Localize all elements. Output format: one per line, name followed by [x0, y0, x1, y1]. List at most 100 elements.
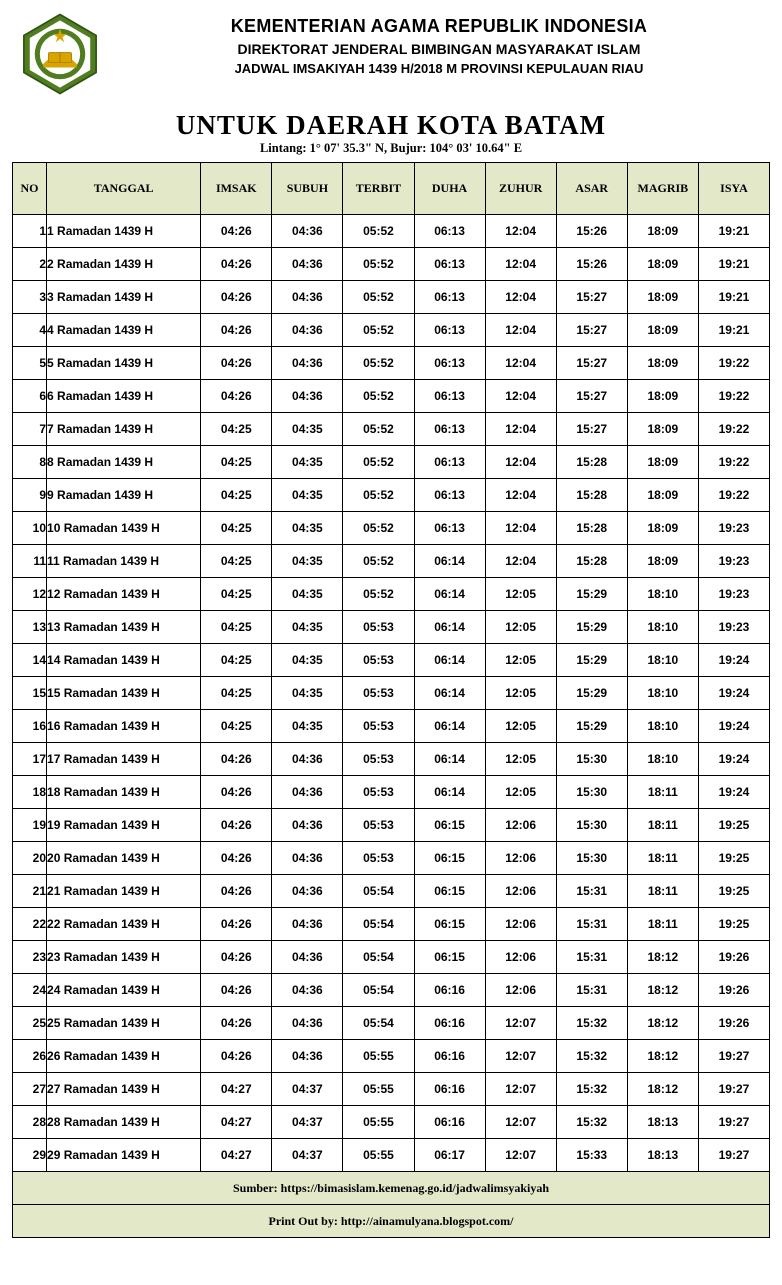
cell-date: 27 Ramadan 1439 H: [47, 1073, 201, 1106]
cell-time: 04:25: [201, 710, 272, 743]
cell-date: 15 Ramadan 1439 H: [47, 677, 201, 710]
cell-no: 23: [13, 941, 47, 974]
table-row: 33 Ramadan 1439 H04:2604:3605:5206:1312:…: [13, 281, 770, 314]
cell-time: 05:52: [343, 380, 414, 413]
cell-date: 28 Ramadan 1439 H: [47, 1106, 201, 1139]
cell-time: 06:14: [414, 677, 485, 710]
cell-time: 06:16: [414, 1073, 485, 1106]
cell-time: 04:36: [272, 974, 343, 1007]
cell-no: 27: [13, 1073, 47, 1106]
cell-time: 05:52: [343, 347, 414, 380]
imsakiyah-table: NOTANGGALIMSAKSUBUHTERBITDUHAZUHURASARMA…: [12, 162, 770, 1238]
col-header: IMSAK: [201, 163, 272, 215]
page-header: KEMENTERIAN AGAMA REPUBLIK INDONESIA DIR…: [12, 12, 770, 100]
cell-time: 12:04: [485, 512, 556, 545]
cell-no: 15: [13, 677, 47, 710]
cell-time: 15:28: [556, 545, 627, 578]
cell-time: 04:36: [272, 1007, 343, 1040]
cell-time: 05:53: [343, 710, 414, 743]
cell-time: 15:30: [556, 743, 627, 776]
directorate-title: DIREKTORAT JENDERAL BIMBINGAN MASYARAKAT…: [114, 41, 764, 57]
cell-no: 22: [13, 908, 47, 941]
cell-time: 04:25: [201, 512, 272, 545]
cell-time: 04:36: [272, 776, 343, 809]
cell-date: 7 Ramadan 1439 H: [47, 413, 201, 446]
cell-time: 18:09: [627, 215, 698, 248]
cell-no: 17: [13, 743, 47, 776]
table-row: 11 Ramadan 1439 H04:2604:3605:5206:1312:…: [13, 215, 770, 248]
cell-time: 04:36: [272, 842, 343, 875]
cell-time: 06:14: [414, 578, 485, 611]
table-row: 2828 Ramadan 1439 H04:2704:3705:5506:161…: [13, 1106, 770, 1139]
cell-time: 12:05: [485, 710, 556, 743]
cell-time: 12:04: [485, 281, 556, 314]
cell-time: 05:53: [343, 809, 414, 842]
cell-date: 13 Ramadan 1439 H: [47, 611, 201, 644]
cell-time: 06:16: [414, 1007, 485, 1040]
footer-printout: Print Out by: http://ainamulyana.blogspo…: [13, 1205, 770, 1238]
cell-date: 11 Ramadan 1439 H: [47, 545, 201, 578]
cell-time: 05:52: [343, 512, 414, 545]
table-row: 66 Ramadan 1439 H04:2604:3605:5206:1312:…: [13, 380, 770, 413]
col-header: ZUHUR: [485, 163, 556, 215]
cell-no: 8: [13, 446, 47, 479]
table-row: 1919 Ramadan 1439 H04:2604:3605:5306:151…: [13, 809, 770, 842]
table-row: 77 Ramadan 1439 H04:2504:3505:5206:1312:…: [13, 413, 770, 446]
cell-time: 12:05: [485, 776, 556, 809]
col-header: NO: [13, 163, 47, 215]
cell-time: 05:52: [343, 314, 414, 347]
cell-time: 18:10: [627, 710, 698, 743]
cell-time: 19:22: [698, 479, 769, 512]
cell-time: 05:52: [343, 413, 414, 446]
cell-time: 18:09: [627, 446, 698, 479]
cell-time: 15:29: [556, 578, 627, 611]
cell-time: 05:52: [343, 215, 414, 248]
cell-time: 15:29: [556, 644, 627, 677]
cell-time: 19:21: [698, 314, 769, 347]
region-title: UNTUK DAERAH KOTA BATAM: [12, 110, 770, 141]
cell-time: 19:24: [698, 677, 769, 710]
cell-time: 04:35: [272, 644, 343, 677]
cell-time: 12:05: [485, 611, 556, 644]
cell-date: 5 Ramadan 1439 H: [47, 347, 201, 380]
cell-time: 05:52: [343, 578, 414, 611]
col-header: SUBUH: [272, 163, 343, 215]
cell-time: 05:52: [343, 545, 414, 578]
header-text-block: KEMENTERIAN AGAMA REPUBLIK INDONESIA DIR…: [114, 12, 764, 76]
cell-time: 18:09: [627, 248, 698, 281]
cell-time: 15:27: [556, 314, 627, 347]
cell-time: 12:06: [485, 974, 556, 1007]
cell-no: 1: [13, 215, 47, 248]
cell-time: 04:26: [201, 1007, 272, 1040]
cell-time: 06:13: [414, 248, 485, 281]
table-row: 2121 Ramadan 1439 H04:2604:3605:5406:151…: [13, 875, 770, 908]
table-row: 1414 Ramadan 1439 H04:2504:3505:5306:141…: [13, 644, 770, 677]
cell-time: 06:13: [414, 479, 485, 512]
cell-no: 9: [13, 479, 47, 512]
cell-no: 4: [13, 314, 47, 347]
cell-time: 05:53: [343, 611, 414, 644]
cell-no: 28: [13, 1106, 47, 1139]
cell-no: 5: [13, 347, 47, 380]
cell-date: 12 Ramadan 1439 H: [47, 578, 201, 611]
cell-time: 04:36: [272, 941, 343, 974]
cell-time: 04:25: [201, 677, 272, 710]
cell-date: 17 Ramadan 1439 H: [47, 743, 201, 776]
cell-time: 04:35: [272, 578, 343, 611]
col-header: DUHA: [414, 163, 485, 215]
region-block: UNTUK DAERAH KOTA BATAM Lintang: 1° 07' …: [12, 110, 770, 156]
cell-time: 05:52: [343, 281, 414, 314]
cell-time: 15:26: [556, 215, 627, 248]
cell-time: 18:12: [627, 1007, 698, 1040]
cell-time: 19:24: [698, 743, 769, 776]
cell-time: 18:09: [627, 347, 698, 380]
cell-time: 12:07: [485, 1106, 556, 1139]
cell-time: 04:26: [201, 809, 272, 842]
cell-time: 12:05: [485, 743, 556, 776]
cell-time: 18:13: [627, 1106, 698, 1139]
cell-time: 04:35: [272, 677, 343, 710]
cell-time: 04:26: [201, 974, 272, 1007]
cell-time: 19:24: [698, 776, 769, 809]
cell-time: 15:28: [556, 512, 627, 545]
table-row: 1818 Ramadan 1439 H04:2604:3605:5306:141…: [13, 776, 770, 809]
